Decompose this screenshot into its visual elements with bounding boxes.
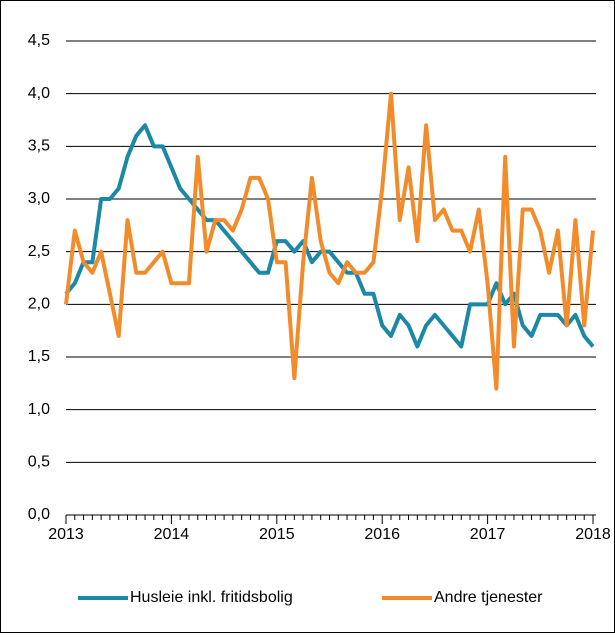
x-tick-label: 2015 — [259, 526, 295, 543]
y-tick-label: 2,0 — [28, 296, 50, 313]
legend-label: Husleie inkl. fritidsbolig — [130, 589, 293, 606]
y-tick-label: 0,0 — [28, 506, 50, 523]
y-tick-label: 2,5 — [28, 243, 50, 260]
y-tick-label: 1,5 — [28, 348, 50, 365]
series-line — [64, 91, 595, 391]
x-tick-label: 2014 — [154, 526, 190, 543]
x-tick-label: 2018 — [575, 526, 611, 543]
x-tick-label: 2017 — [470, 526, 506, 543]
x-tick-label: 2016 — [364, 526, 400, 543]
y-tick-label: 4,0 — [28, 85, 50, 102]
y-tick-label: 3,5 — [28, 138, 50, 155]
legend-label: Andre tjenester — [434, 589, 543, 606]
y-tick-label: 3,0 — [28, 190, 50, 207]
y-tick-label: 4,5 — [28, 32, 50, 49]
x-tick-label: 2013 — [48, 526, 84, 543]
y-tick-label: 1,0 — [28, 401, 50, 418]
series-line — [64, 123, 595, 349]
y-tick-label: 0,5 — [28, 454, 50, 471]
